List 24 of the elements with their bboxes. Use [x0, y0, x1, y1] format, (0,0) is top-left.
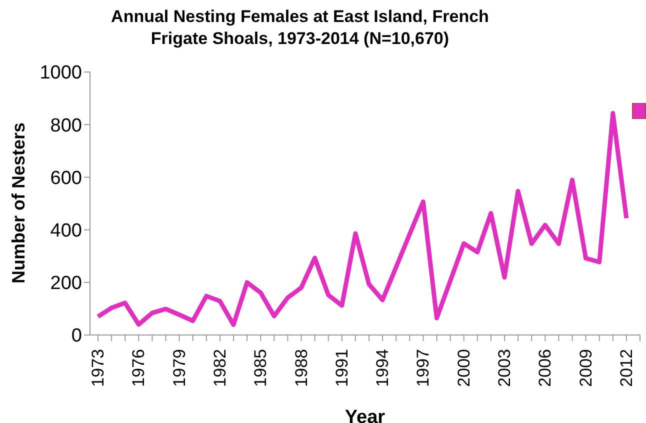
x-tick-label: 1994	[373, 349, 392, 387]
y-tick-label: 600	[50, 168, 82, 189]
line-series	[96, 111, 629, 327]
x-tick-label: 1973	[88, 349, 108, 387]
y-tick-label: 400	[50, 220, 82, 242]
x-tick-label: 2012	[616, 349, 636, 387]
x-tick-label: 2003	[495, 349, 514, 387]
x-tick-label: 2000	[454, 349, 474, 387]
y-tick-label: 0	[71, 326, 82, 347]
x-tick-label: 1988	[292, 349, 311, 387]
x-tick-label: 1991	[332, 349, 352, 387]
x-tick-label: 1976	[129, 349, 148, 387]
x-tick-label: 1997	[414, 349, 433, 387]
chart-title: Annual Nesting Females at East Island, French Frigate Shoals, 1973-2014 (N=10,670)	[110, 6, 490, 50]
y-tick-label: 1000	[40, 62, 82, 84]
y-tick-label: 800	[50, 115, 82, 136]
x-axis-title: Year	[344, 407, 386, 423]
x-tick-label: 2006	[536, 349, 555, 387]
y-axis-title: Number of Nesters	[8, 122, 28, 284]
x-tick-label: 1985	[251, 349, 270, 387]
x-tick-label: 1979	[170, 349, 189, 387]
x-tick-label: 1982	[210, 349, 230, 387]
x-tick-label: 2009	[576, 349, 596, 387]
y-tick-label: 200	[50, 273, 82, 294]
